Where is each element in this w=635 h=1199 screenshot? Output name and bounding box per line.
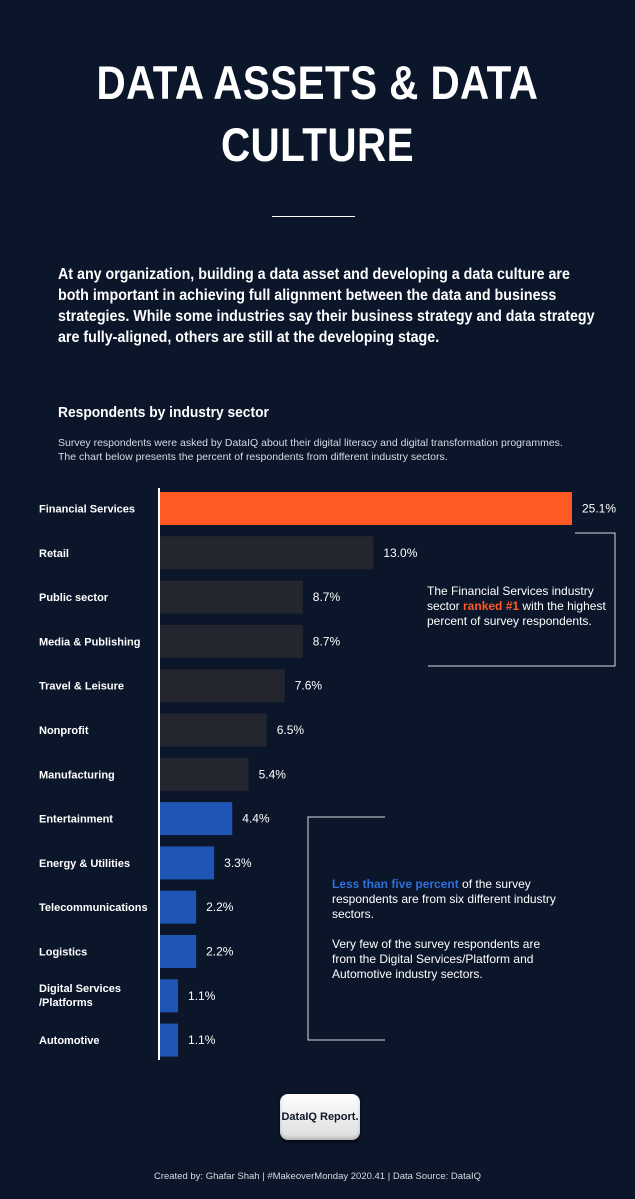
title-line-2: CULTURE — [220, 118, 415, 171]
value-label: 1.1% — [188, 1033, 216, 1047]
bar-automotive — [160, 1023, 179, 1057]
title-divider — [272, 216, 355, 217]
value-label: 13.0% — [383, 546, 417, 560]
category-label: Nonprofit — [39, 725, 89, 737]
intro-paragraph: At any organization, building a data ass… — [58, 266, 595, 346]
category-label: Entertainment — [39, 814, 113, 826]
bar-manufacturing — [160, 757, 249, 791]
value-label: 5.4% — [259, 767, 287, 781]
section-description: Survey respondents were asked by DataIQ … — [58, 437, 563, 463]
bar-energy-utilities — [160, 846, 215, 880]
bar-public-sector — [160, 580, 303, 614]
category-label: Telecommunications — [39, 902, 148, 914]
footer-credits: Created by: Ghafar Shah | #MakeoverMonda… — [153, 1171, 482, 1182]
bar-telecommunications — [160, 890, 197, 924]
value-label: 6.5% — [277, 723, 305, 737]
annotation-brackets — [307, 532, 616, 1041]
category-label: Digital Services/Platforms — [39, 983, 121, 1009]
bottom-annotation-text-after: of the survey respondents are from six d… — [332, 877, 556, 921]
bottom-annotation-bracket — [307, 816, 385, 1041]
dataiq-report-badge[interactable]: DataIQ Report. — [280, 1094, 360, 1140]
bar-entertainment — [160, 802, 233, 836]
title-line-1: DATA ASSETS & DATA — [96, 56, 539, 109]
value-label: 25.1% — [582, 502, 616, 516]
bar-nonprofit — [160, 713, 267, 747]
badge-label: DataIQ Report. — [281, 1111, 359, 1123]
category-label: Public sector — [39, 592, 109, 604]
category-label: Financial Services — [39, 504, 135, 516]
value-label: 7.6% — [295, 679, 323, 693]
value-label: 8.7% — [313, 634, 341, 648]
category-label: Media & Publishing — [39, 636, 140, 648]
top-annotation-bracket — [428, 532, 616, 667]
category-label: Manufacturing — [39, 769, 115, 781]
top-annotation-text-after: with the highest percent of survey respo… — [427, 599, 606, 628]
value-label: 8.7% — [313, 590, 341, 604]
category-label: Retail — [39, 548, 69, 560]
bar-travel-leisure — [160, 669, 285, 703]
category-label: Logistics — [39, 947, 87, 959]
category-label: Travel & Leisure — [39, 681, 124, 693]
value-label: 2.2% — [206, 945, 234, 959]
bar-financial-services — [160, 492, 572, 525]
value-label: 4.4% — [242, 812, 270, 826]
category-label: Energy & Utilities — [39, 858, 130, 870]
bottom-annotation-second: Very few of the survey respondents are f… — [332, 937, 541, 981]
top-annotation-text-before: The Financial Services industry sector — [427, 584, 594, 613]
value-label: 2.2% — [206, 900, 234, 914]
industry-bar-chart: Financial Services 25.1% Retail 13.0% Public… — [39, 488, 616, 1060]
bar-digital-services-platforms — [160, 979, 179, 1013]
section-title: Respondents by industry sector — [58, 404, 269, 421]
category-label: Automotive — [39, 1035, 100, 1047]
bar-logistics — [160, 935, 197, 968]
page-title: DATA ASSETS & DATA CULTURE — [44, 52, 590, 176]
top-annotation: The Financial Services industry sector r… — [427, 584, 607, 629]
value-label: 1.1% — [188, 989, 216, 1003]
top-annotation-highlight: ranked #1 — [463, 599, 520, 613]
value-label: 3.3% — [224, 856, 252, 870]
bar-retail — [160, 536, 374, 570]
bottom-annotation-highlight: Less than five percent — [332, 877, 459, 891]
bottom-annotation: Less than five percent of the survey res… — [332, 877, 562, 982]
bar-media-publishing — [160, 624, 303, 658]
